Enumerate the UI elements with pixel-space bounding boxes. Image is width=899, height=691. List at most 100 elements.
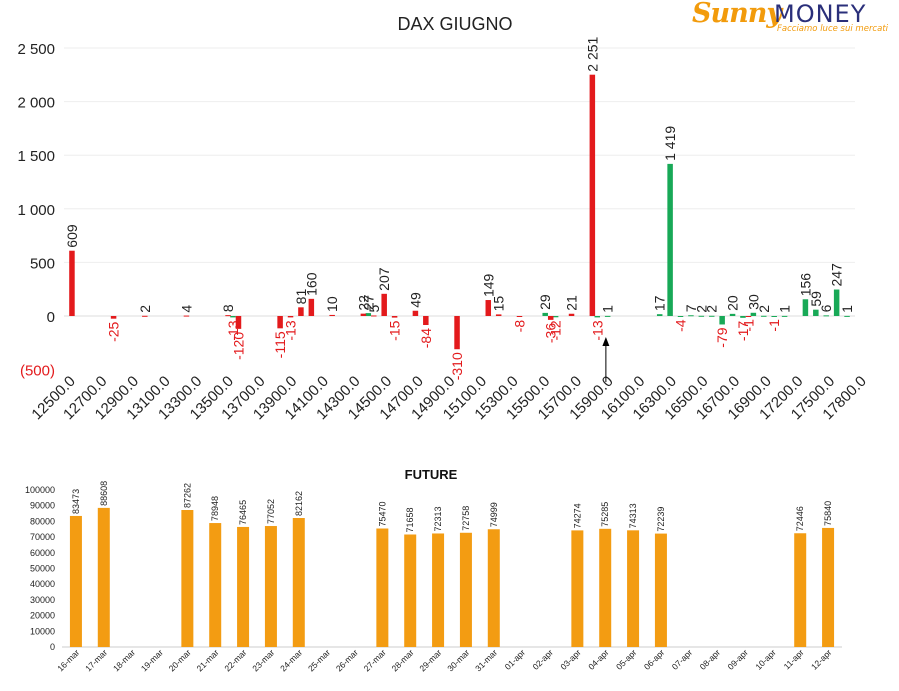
future-data-label: 75840: [823, 501, 833, 526]
future-bar: [627, 530, 640, 647]
dax-data-label: -1: [766, 319, 782, 332]
future-x-tick-label: 08-apr: [698, 647, 723, 672]
dax-y-tick-label: 1 500: [17, 148, 55, 165]
marker-arrow-head: [602, 337, 610, 346]
future-x-tick-label: 21-mar: [195, 647, 221, 673]
dax-bar-call: [454, 316, 460, 350]
dax-bar-call: [308, 298, 315, 316]
dax-data-label: 2: [693, 305, 709, 313]
dax-data-label: -13: [283, 320, 299, 340]
future-x-tick-label: 19-mar: [139, 647, 165, 673]
dax-data-label: 59: [808, 291, 824, 307]
dax-bar-put: [698, 315, 705, 317]
dax-bar-call: [69, 250, 75, 316]
dax-y-tick-label: 500: [30, 255, 55, 272]
dax-bar-call: [495, 314, 502, 316]
dax-data-label: 156: [797, 273, 813, 297]
dax-data-label: -310: [449, 352, 465, 380]
dax-bar-put: [729, 313, 736, 316]
future-data-label: 72313: [433, 506, 443, 531]
dax-data-label: -36: [543, 323, 559, 343]
dax-data-label: 1: [839, 305, 855, 313]
dax-data-label: -13: [225, 320, 241, 340]
dax-bar-put: [656, 314, 663, 316]
dax-data-label: 2: [137, 305, 153, 313]
dax-data-label: -84: [418, 328, 434, 348]
future-bar: [376, 528, 389, 647]
future-x-tick-label: 25-mar: [306, 647, 332, 673]
dax-data-label: 30: [745, 294, 761, 310]
future-bar: [432, 533, 445, 647]
future-bar: [459, 532, 472, 647]
dax-giugno-chart: DAX GIUGNO (500) 0 500 1 000 1 500 2 000 2 500…: [17, 14, 869, 423]
dax-bar-put: [771, 316, 777, 317]
future-x-tick-label: 09-apr: [725, 647, 750, 672]
dax-bar-call: [516, 316, 523, 317]
future-y-tick-label: 60000: [30, 548, 55, 558]
future-x-tick-label: 01-apr: [503, 647, 528, 672]
dax-bar-put: [750, 312, 757, 316]
dax-bar-call: [329, 314, 335, 316]
future-bar: [237, 526, 250, 647]
dax-bar-put: [813, 309, 819, 316]
future-bar: [181, 509, 194, 647]
dax-data-label: -17: [735, 321, 751, 341]
future-bar: [69, 515, 82, 647]
future-x-tick-label: 31-mar: [473, 647, 499, 673]
future-bar: [654, 533, 667, 647]
dax-bar-call: [183, 315, 190, 317]
dax-y-tick-label: 1 000: [17, 202, 55, 219]
dax-bars: [69, 74, 850, 350]
dax-data-label: -12: [548, 320, 564, 340]
dax-bar-put: [719, 316, 725, 325]
future-y-tick-label: 70000: [30, 532, 55, 542]
dax-data-label: 160: [303, 272, 319, 296]
sunny-money-logo: Sunny MONEY Facciamo luce sui mercati: [690, 0, 895, 36]
dax-data-label: -1: [740, 319, 756, 332]
dax-bar-call: [568, 313, 575, 316]
dax-data-label: 10: [324, 296, 340, 312]
dax-y-tick-label: (500): [20, 363, 55, 380]
dax-bar-put: [230, 316, 236, 318]
future-bar: [97, 507, 110, 647]
future-x-tick-label: 11-apr: [782, 647, 806, 671]
dax-chart-title: DAX GIUGNO: [397, 14, 512, 34]
dax-bar-put: [823, 315, 829, 317]
dax-y-tick-label: 2 500: [17, 41, 55, 58]
dax-bar-call: [298, 307, 304, 316]
future-x-tick-label: 18-mar: [111, 647, 137, 673]
future-data-labels: 83473 88608 87262 78948 76465 77052 82162 75470…: [71, 481, 833, 533]
dax-data-label: 17: [652, 295, 668, 311]
future-data-label: 72758: [461, 506, 471, 531]
dax-bar-call: [381, 293, 387, 316]
dax-bar-put: [552, 316, 559, 318]
future-y-tick-label: 30000: [30, 595, 55, 605]
dax-bar-put: [365, 313, 372, 316]
dax-data-label: 7: [683, 304, 699, 312]
future-data-label: 74999: [489, 502, 499, 527]
future-data-label: 78948: [210, 496, 220, 521]
dax-data-label: 29: [537, 294, 553, 310]
dax-bar-call: [589, 74, 596, 316]
dax-bar-call: [142, 315, 148, 317]
future-y-tick-label: 10000: [30, 626, 55, 636]
future-data-label: 76465: [238, 500, 248, 525]
price-marker-arrow: [602, 337, 610, 382]
dax-bar-put: [781, 315, 788, 317]
logo-brand-sunny: Sunny: [692, 0, 782, 29]
future-y-tick-label: 80000: [30, 516, 55, 526]
future-y-axis: 0 10000 20000 30000 40000 50000 60000 70000 8000…: [25, 485, 55, 652]
dax-bar-call: [485, 300, 492, 316]
dax-bar-put: [761, 315, 767, 317]
dax-data-label: 149: [480, 273, 496, 297]
future-x-tick-label: 30-mar: [445, 647, 471, 673]
dax-data-label: 22: [355, 295, 371, 311]
dax-bar-put: [688, 315, 694, 317]
dax-data-label: 609: [64, 224, 80, 248]
future-bar: [264, 526, 277, 647]
future-x-tick-label: 28-mar: [390, 647, 416, 673]
dax-bar-call: [745, 316, 752, 317]
future-bar: [487, 529, 500, 647]
future-y-tick-label: 100000: [25, 485, 55, 495]
